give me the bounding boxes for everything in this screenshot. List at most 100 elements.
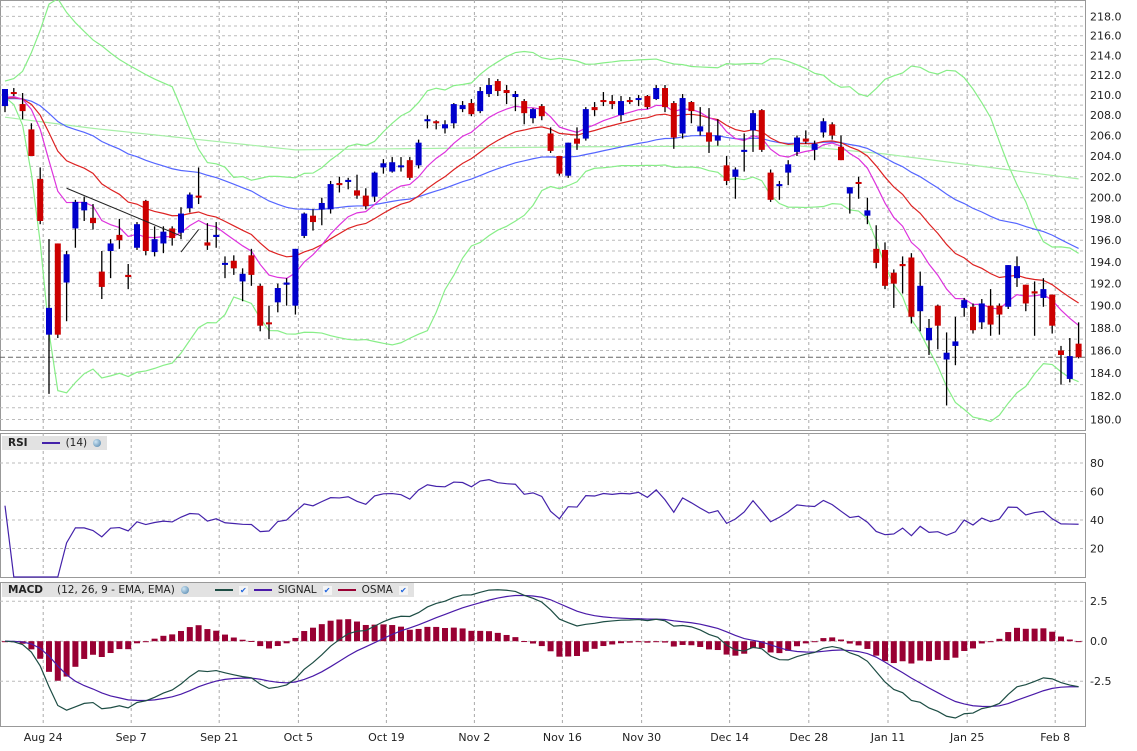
up-candle-body [283,282,290,285]
down-candle-body [1049,294,1056,326]
up-candle-body [714,135,721,141]
osma-bar [1049,631,1056,642]
up-candle-body [565,142,572,176]
osma-bar [274,641,281,647]
osma-bar [1022,628,1029,642]
macd-signal-line [4,594,1079,708]
osma-bar [591,641,598,649]
down-candle-body [125,274,132,278]
up-candle-body [327,184,334,210]
up-candle-body [424,119,431,122]
up-candle-body [697,126,704,132]
up-candle-body [274,288,281,303]
price-tick-label: 186.0 [1090,344,1122,357]
up-candle-body [292,248,299,306]
up-candle-body [72,201,79,229]
osma-bar [28,641,35,650]
down-candle-body [890,272,897,284]
osma-bar [547,641,554,652]
osma-bar [442,628,448,642]
down-candle-body [882,249,888,286]
up-candle-body [186,194,193,209]
rsi-tick-label: 80 [1090,457,1104,470]
date-tick-label: Jan 25 [949,731,984,744]
up-candle-body [1014,266,1020,279]
osma-bar [838,639,844,642]
down-candle-body [970,306,976,331]
osma-bar [582,641,589,652]
osma-bar [142,641,149,643]
settings-globe-icon[interactable] [93,439,102,447]
osma-bar [204,629,211,642]
osma-bar [362,624,369,642]
osma-checkbox[interactable]: ✔ [398,585,408,595]
down-candle-body [503,90,510,94]
up-candle-body [160,231,167,244]
up-candle-body [345,179,352,182]
down-candle-body [336,183,343,186]
osma-bar [389,625,396,642]
osma-bar [494,632,501,642]
rsi-legend: RSI (14) [2,436,108,450]
up-candle-body [794,137,800,152]
rsi-tick-label: 60 [1090,485,1104,498]
date-tick-label: Sep 7 [116,731,147,744]
price-tick-label: 218.0 [1090,10,1122,23]
up-candle-body [398,165,404,168]
osma-bar [1014,627,1020,642]
osma-bar [926,641,932,662]
date-tick-label: Dec 14 [710,731,749,744]
osma-bar [521,641,528,643]
down-candle-body [28,129,35,157]
down-candle-body [662,88,668,108]
price-tick-label: 216.0 [1090,30,1122,43]
up-candle-body [213,234,220,238]
settings-globe-icon[interactable] [180,586,189,594]
osma-bar [186,627,193,642]
date-tick-label: Aug 24 [24,731,63,744]
down-candle-body [257,285,264,326]
down-candle-body [609,101,616,105]
up-candle-body [785,164,792,173]
date-tick-label: Nov 16 [543,731,582,744]
osma-bar [318,624,325,642]
osma-bar [750,641,756,649]
osma-bar [600,641,607,647]
down-candle-body [934,305,941,326]
down-candle-body [406,160,413,178]
osma-bar [468,630,475,642]
down-candle-body [626,100,633,103]
up-candle-body [81,201,88,211]
osma-bar [310,627,316,642]
macd-line-checkbox[interactable]: ✔ [238,585,248,595]
osma-bar [107,641,114,654]
down-candle-body [767,172,774,200]
up-candle-body [222,262,228,265]
osma-bar [917,641,924,661]
down-candle-body [591,107,598,111]
osma-bar [398,626,404,642]
signal-checkbox[interactable]: ✔ [322,585,332,595]
up-candle-body [961,300,968,308]
date-tick-label: Dec 28 [789,731,828,744]
trendline [180,229,199,253]
macd-title: MACD [8,584,43,596]
up-candle-body [811,143,818,150]
signal-line-swatch [253,589,272,591]
osma-bar [512,637,519,642]
up-candle-body [732,169,739,177]
rsi-params: (14) [65,437,88,449]
up-candle-body [864,210,871,216]
osma-bar [556,641,563,657]
up-candle-body [1040,289,1047,298]
down-candle-body [855,181,862,184]
osma-bar [574,641,580,656]
osma-bar [723,641,730,655]
price-tick-label: 208.0 [1090,109,1122,122]
long-moving-average-line [4,116,1079,180]
up-candle-body [846,187,853,194]
up-candle-body [450,104,457,124]
up-candle-body [1066,356,1073,379]
price-tick-label: 202.0 [1090,171,1122,184]
